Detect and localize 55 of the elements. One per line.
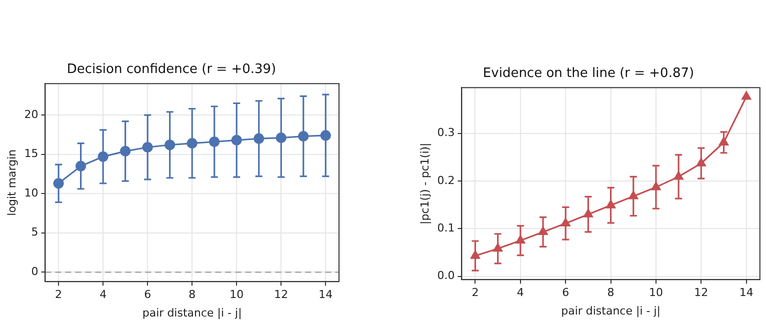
point xyxy=(53,178,64,189)
y-tick-label: 0.0 xyxy=(437,269,455,282)
y-tick-label: 5 xyxy=(31,226,38,239)
x-axis-title: pair distance |i - j| xyxy=(561,304,660,318)
x-axis-title: pair distance |i - j| xyxy=(142,306,242,320)
x-tick-label: 2 xyxy=(55,288,62,302)
x-tick-label: 6 xyxy=(562,286,570,300)
point xyxy=(719,137,728,146)
y-tick-label: 0.1 xyxy=(437,221,455,234)
y-tick-label: 0 xyxy=(31,265,38,278)
x-tick-label: 12 xyxy=(694,286,708,300)
point xyxy=(651,182,661,190)
x-tick-label: 10 xyxy=(230,288,244,302)
point xyxy=(98,151,108,162)
x-tick-label: 4 xyxy=(516,286,524,300)
y-tick-label: 10 xyxy=(24,186,38,200)
x-tick-label: 10 xyxy=(648,286,663,300)
point xyxy=(493,243,503,252)
point xyxy=(538,226,548,236)
chart-title: Decision confidence (r = +0.39) xyxy=(66,62,276,78)
point xyxy=(584,209,593,218)
x-tick-label: 4 xyxy=(100,288,107,302)
y-tick-label: 15 xyxy=(24,147,38,160)
x-tick-label: 14 xyxy=(739,286,754,300)
y-tick-label: 0.3 xyxy=(437,126,455,140)
y-tick-label: 0.2 xyxy=(437,174,455,187)
point xyxy=(320,130,331,141)
point xyxy=(696,158,706,166)
x-tick-label: 14 xyxy=(318,288,333,302)
point xyxy=(628,190,638,200)
x-tick-label: 8 xyxy=(607,286,614,300)
point xyxy=(298,130,309,142)
point xyxy=(516,235,526,244)
point xyxy=(209,136,220,148)
point xyxy=(560,218,570,226)
point xyxy=(254,133,264,144)
point xyxy=(76,160,86,172)
chart-title: Evidence on the line (r = +0.87) xyxy=(482,66,694,82)
x-tick-label: 6 xyxy=(144,288,152,302)
x-tick-label: 8 xyxy=(188,288,196,302)
point xyxy=(674,171,684,180)
y-tick-label: 20 xyxy=(24,108,38,121)
y-axis-title: |pc1(j) - pc1(i)| xyxy=(418,142,432,224)
point xyxy=(742,91,752,100)
point xyxy=(186,138,198,149)
x-tick-label: 2 xyxy=(472,286,479,300)
point xyxy=(276,132,286,144)
x-tick-label: 12 xyxy=(274,288,288,302)
y-axis-title: logit margin xyxy=(5,149,18,216)
point xyxy=(120,146,131,156)
point xyxy=(231,134,242,146)
point xyxy=(470,250,480,259)
point xyxy=(164,140,176,150)
point xyxy=(606,200,616,208)
point xyxy=(142,142,153,153)
